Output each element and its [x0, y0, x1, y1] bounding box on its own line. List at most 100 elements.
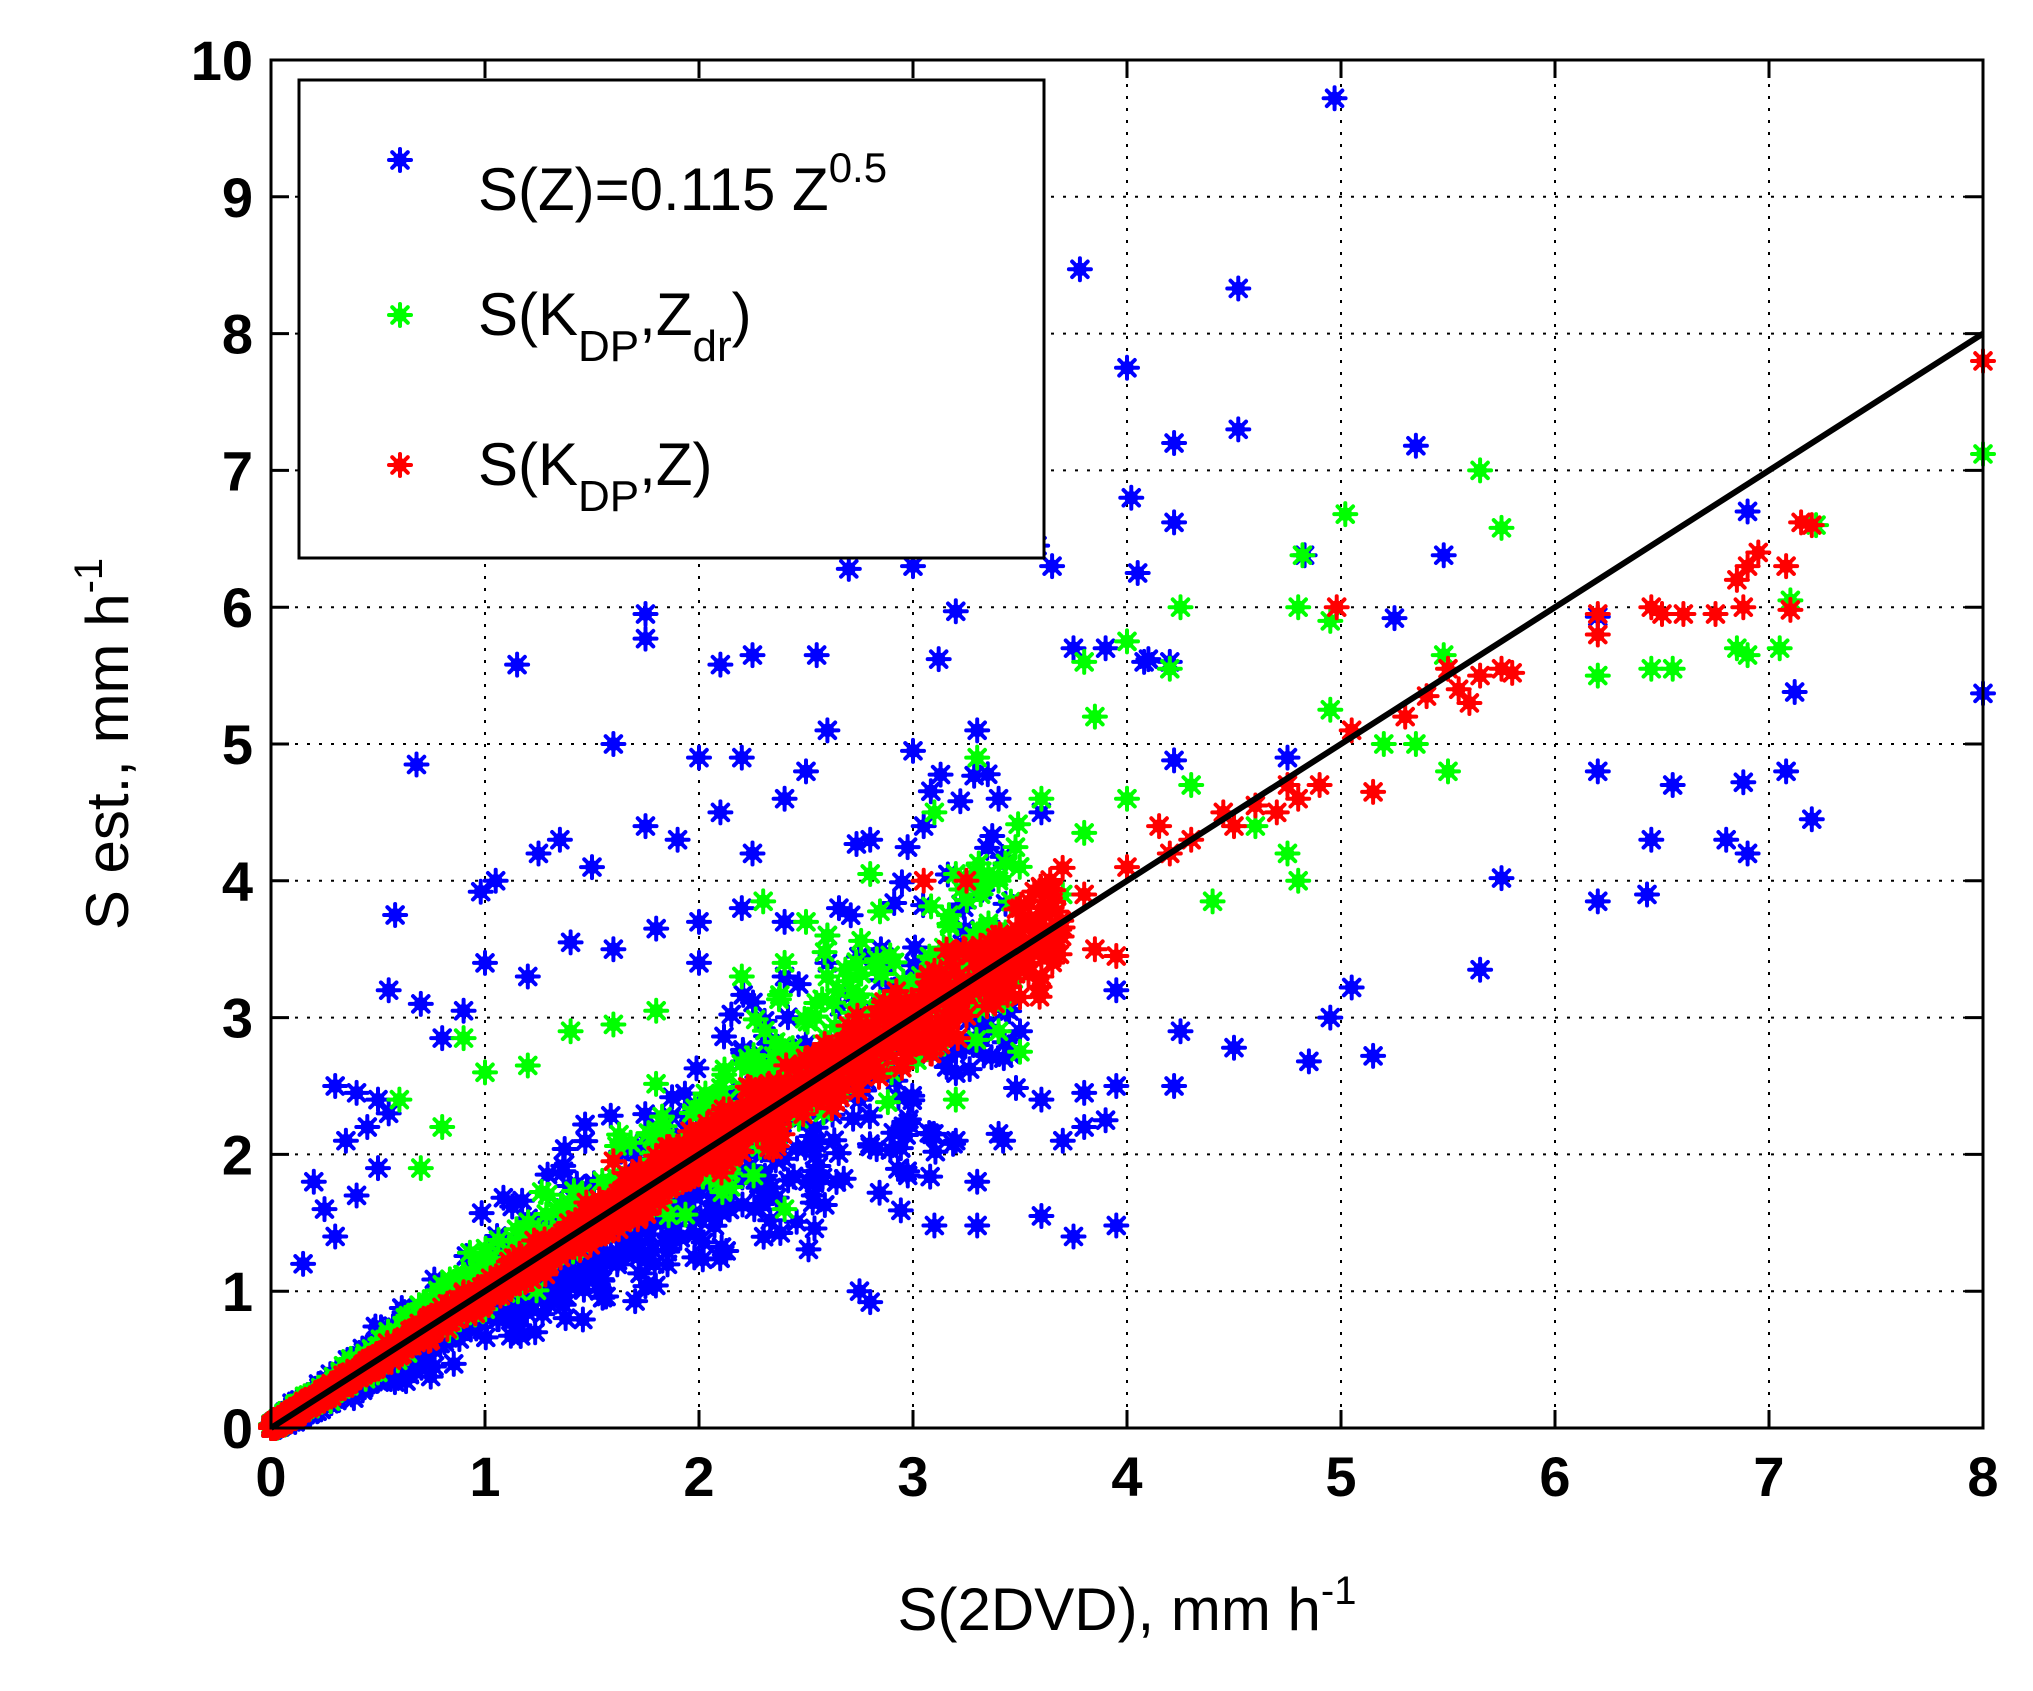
- series-0-point-32: [1781, 679, 1808, 706]
- series-0-cloud-point: [584, 1260, 611, 1287]
- series-2-point-11: [1584, 621, 1611, 648]
- series-0-cloud-point: [711, 1023, 738, 1050]
- series-0-point-114: [1103, 1212, 1130, 1239]
- series-1-point-32: [1274, 840, 1301, 867]
- series-0-point-46: [1730, 769, 1757, 796]
- y-tick-label-9: 9: [222, 166, 253, 229]
- series-0-point-2: [1225, 275, 1252, 302]
- series-1-point-58: [825, 977, 852, 1004]
- series-0-point-97: [1028, 1086, 1055, 1113]
- series-1-cloud-point: [711, 1061, 738, 1088]
- series-1-point-15: [1659, 655, 1686, 682]
- series-1-cloud-point: [643, 1070, 670, 1097]
- series-1-cloud-point: [863, 946, 890, 973]
- series-2-point-49: [600, 1148, 627, 1175]
- series-0-point-3: [1114, 354, 1140, 381]
- series-0-cloud-point: [866, 1179, 893, 1206]
- series-0-cloud-point: [947, 788, 974, 815]
- legend: S(Z)=0.115 Z0.5 S(KDP,Zdr) S(KDP,Z): [297, 78, 1046, 560]
- series-0-point-113: [1060, 1223, 1087, 1250]
- series-0-point-38: [793, 758, 819, 785]
- series-0-point-0: [1321, 85, 1348, 112]
- series-0-cloud-point: [792, 1134, 819, 1161]
- series-0-point-23: [707, 651, 734, 678]
- series-0-cloud-point: [884, 1155, 911, 1182]
- series-0-point-77: [600, 936, 627, 963]
- series-1-point-3: [1289, 542, 1316, 569]
- series-1-point-57: [1007, 1038, 1033, 1065]
- series-0-point-48: [1798, 806, 1825, 833]
- y-tick-label-8: 8: [222, 303, 253, 366]
- series-0-point-67: [1638, 826, 1665, 853]
- series-0-cloud-point: [572, 1128, 599, 1155]
- legend-marker-1-glyph: [387, 302, 413, 328]
- series-2-point-30: [1146, 813, 1173, 840]
- series-0-cloud-point: [895, 1106, 922, 1133]
- series-0-point-62: [985, 785, 1012, 812]
- series-1-point-0: [1467, 457, 1494, 484]
- series-1-point-23: [1402, 731, 1429, 757]
- series-1-point-34: [1199, 888, 1226, 915]
- series-0-cloud-point: [825, 1140, 852, 1167]
- series-0-point-79: [686, 908, 712, 935]
- series-0-cloud-point: [597, 1102, 624, 1129]
- series-0-cloud-point: [569, 1306, 596, 1333]
- series-1-cloud-point: [811, 939, 838, 966]
- series-0-point-60: [857, 826, 884, 853]
- series-1-point-18: [1156, 655, 1183, 682]
- series-0-point-104: [354, 1114, 381, 1141]
- series-0-point-78: [643, 915, 670, 942]
- series-2-point-21: [1467, 662, 1494, 689]
- series-1-point-21: [1317, 696, 1344, 723]
- legend-marker-0-glyph: [387, 147, 413, 173]
- series-0-cloud-point: [758, 1174, 785, 1201]
- series-2-point-48: [1007, 895, 1033, 922]
- series-0-cloud-point: [632, 1101, 659, 1128]
- series-0-cloud-point: [927, 761, 954, 788]
- series-1-point-55: [942, 1086, 969, 1113]
- series-1-point-33: [1285, 867, 1312, 894]
- series-0-point-19: [942, 598, 969, 625]
- series-1-cloud-point: [881, 949, 908, 976]
- series-2-point-27: [1263, 799, 1290, 826]
- series-0-point-36: [686, 744, 712, 771]
- series-2-point-7: [1730, 594, 1757, 621]
- x-tick-label-0: 0: [255, 1445, 286, 1508]
- series-0-point-18: [632, 625, 659, 652]
- series-0-cloud-point: [888, 869, 915, 896]
- series-0-point-51: [482, 867, 509, 894]
- series-0-point-99: [1092, 1107, 1119, 1134]
- series-0-point-111: [365, 1155, 391, 1182]
- series-0-point-37: [728, 744, 755, 771]
- y-tick-label-0: 0: [222, 1397, 253, 1460]
- series-1-point-7: [1285, 594, 1312, 621]
- series-1-point-6: [1167, 594, 1194, 621]
- series-2-cloud-point: [816, 1077, 843, 1104]
- series-0-point-65: [1584, 888, 1611, 915]
- series-1-point-11: [1734, 642, 1761, 669]
- series-0-cloud-point: [799, 1189, 826, 1216]
- series-2-point-39: [1285, 785, 1312, 812]
- series-1-point-12: [1766, 635, 1793, 662]
- series-1-cloud-point: [766, 981, 793, 1008]
- series-1-cloud-point: [485, 1227, 512, 1254]
- series-0-cloud-point: [780, 1163, 807, 1190]
- series-0-point-41: [964, 717, 991, 744]
- series-0-point-35: [600, 731, 627, 757]
- series-1-point-51: [407, 1155, 434, 1182]
- series-0-point-116: [921, 1212, 948, 1239]
- series-1-point-1: [1488, 514, 1515, 541]
- series-0-point-90: [1167, 1018, 1194, 1045]
- series-0-point-22: [504, 651, 531, 678]
- series-1-point-20: [1435, 758, 1461, 785]
- series-1-cloud-point: [1005, 811, 1032, 838]
- series-1-cloud-point: [791, 1005, 818, 1032]
- x-tick-label-5: 5: [1325, 1445, 1356, 1508]
- series-0-cloud-point: [887, 1197, 914, 1224]
- series-0-point-106: [300, 1168, 327, 1195]
- series-2-point-42: [1007, 984, 1033, 1011]
- legend-skdp-z-base: S(K: [478, 431, 578, 498]
- series-2-cloud-point: [637, 1192, 664, 1219]
- legend-marker-2-glyph: [387, 452, 413, 478]
